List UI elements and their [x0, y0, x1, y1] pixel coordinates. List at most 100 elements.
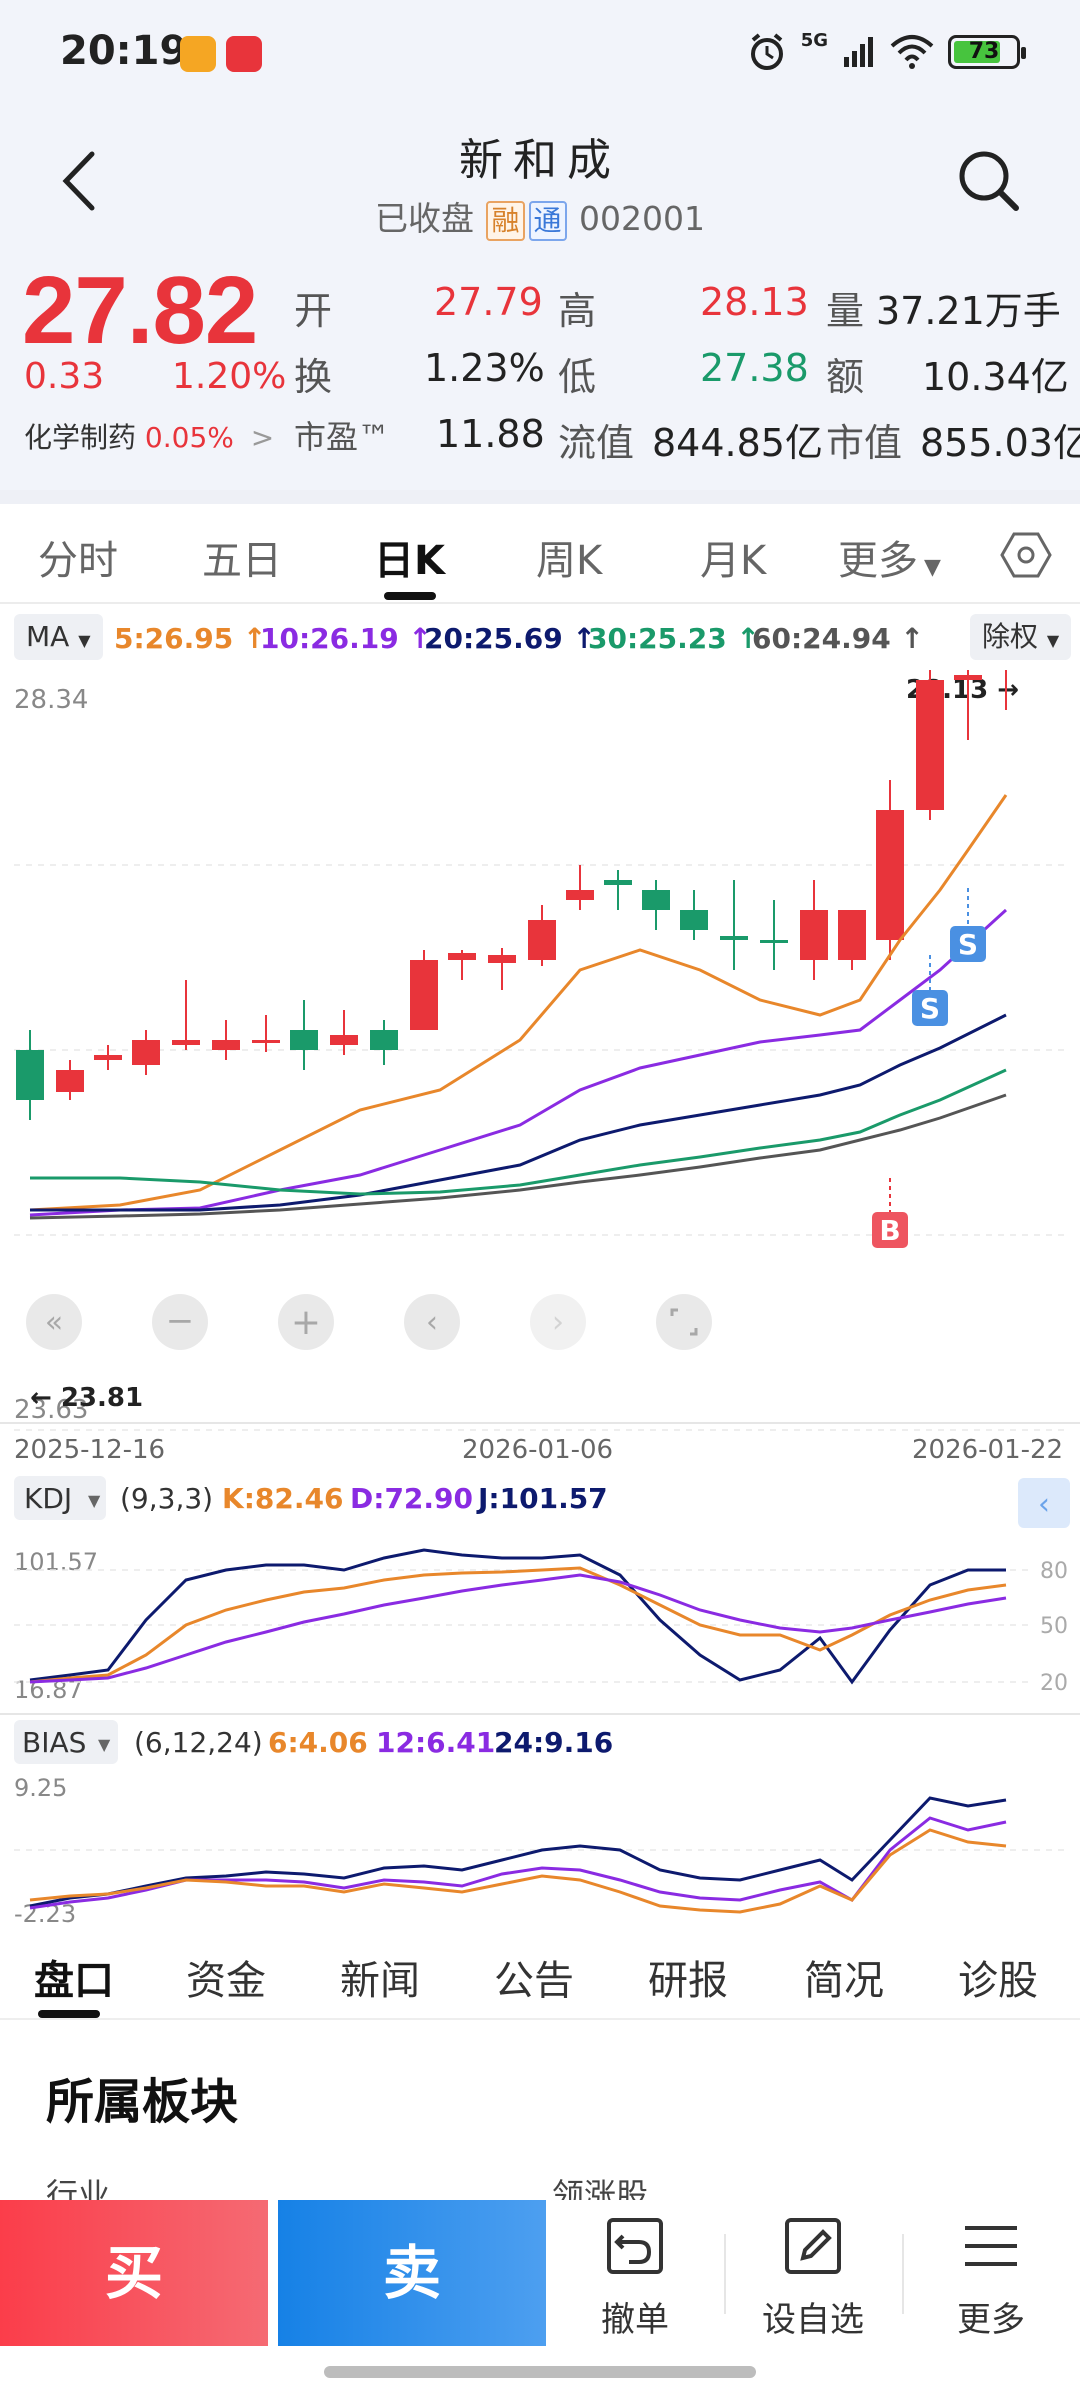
bias-24-value: 24:9.16	[494, 1726, 613, 1759]
chart-settings-icon[interactable]	[1000, 530, 1052, 580]
tab-diagnosis[interactable]: 诊股	[958, 1958, 1038, 2004]
network-label: 5G	[800, 29, 828, 51]
candle-body	[448, 953, 476, 960]
tab-research[interactable]: 研报	[648, 1958, 728, 2004]
ma5-line	[29, 794, 1008, 1212]
ma10-value: 10:26.19 ↑	[260, 622, 432, 655]
search-icon[interactable]	[954, 146, 1024, 216]
battery-icon: 73	[948, 35, 1026, 69]
cancel-order-button[interactable]: 撤单	[550, 2200, 720, 2346]
tab-monthly-k[interactable]: 月K	[700, 538, 767, 584]
tab-more[interactable]: 更多 ▼	[838, 528, 941, 586]
kdj-collapse-button[interactable]: ‹	[1018, 1478, 1070, 1528]
ma-selector-label: MA	[26, 620, 70, 653]
chart-controls: « − + ‹ ›	[26, 1294, 712, 1350]
zoom-in-button[interactable]: +	[278, 1294, 334, 1350]
float-cap-label: 流值	[558, 421, 635, 465]
kdj-selector-label: KDJ	[24, 1482, 72, 1515]
plus-icon: +	[291, 1302, 321, 1343]
candle-body	[566, 890, 594, 900]
candle-body	[212, 1040, 240, 1050]
chevron-right-icon: ›	[552, 1305, 564, 1340]
edit-icon	[785, 2218, 841, 2274]
expand-icon	[670, 1308, 698, 1336]
market-status: 已收盘	[374, 199, 474, 238]
more-button[interactable]: 更多	[906, 2200, 1076, 2346]
wifi-icon	[890, 35, 934, 69]
adjust-selector[interactable]: 除权 ▼	[970, 614, 1072, 660]
bias-12-value: 12:6.41	[376, 1726, 495, 1759]
tab-intraday[interactable]: 分时	[38, 538, 118, 584]
volume-value: 37.21万手	[876, 289, 1061, 333]
kdj-selector[interactable]	[14, 1476, 106, 1520]
signal-icon	[844, 37, 873, 67]
tab-weekly-k[interactable]: 周K	[536, 538, 603, 584]
bias-header: BIAS ▼ (6,12,24) 6:4.06 12:6.41 24:9.16	[14, 1720, 613, 1764]
ma30-line	[30, 1068, 1007, 1196]
detail-tabs: 盘口 资金 新闻 公告 研报 简况 诊股	[0, 1930, 1080, 2020]
chevron-left-icon: ‹	[1038, 1487, 1050, 1522]
low-marker-label: ← 23.81	[30, 1383, 143, 1413]
candle-body	[838, 910, 866, 960]
notification-app-icon	[180, 36, 216, 72]
double-chevron-left-icon: «	[45, 1305, 63, 1340]
kline-chart-area: 28.34 23.63 28.13 → ← 23.81 2025-12-16 2…	[0, 610, 1080, 1930]
caret-down-icon: ▼	[78, 631, 91, 650]
scroll-start-button[interactable]: «	[26, 1294, 82, 1350]
tab-funds[interactable]: 资金	[186, 1958, 266, 2004]
candle-body	[488, 955, 516, 963]
candle-body	[56, 1070, 84, 1092]
amount-label: 额	[826, 355, 865, 399]
sector-pct: 0.05%	[144, 421, 234, 454]
ma20-line	[30, 1013, 1007, 1212]
tab-order-book[interactable]: 盘口	[34, 1958, 114, 2004]
fullscreen-button[interactable]	[656, 1294, 712, 1350]
action-separator	[724, 2234, 726, 2314]
buy-button[interactable]: 买	[0, 2200, 268, 2346]
buy-signal-label: B	[879, 1214, 900, 1247]
ma-legend-row: MA ▼ 5:26.95 ↑ 10:26.19 ↑ 20:25.69 ↑ 30:…	[0, 614, 1080, 666]
kdj-d-line	[29, 1573, 1007, 1684]
sector-link[interactable]: 化学制药 0.05% >	[24, 416, 274, 456]
chevron-left-icon: ‹	[426, 1305, 438, 1340]
tab-announcements[interactable]: 公告	[494, 1958, 574, 2004]
candle-body	[132, 1040, 160, 1065]
kdj-d-value: D:72.90	[350, 1482, 473, 1515]
bias-selector[interactable]	[14, 1720, 118, 1764]
add-watchlist-button[interactable]: 设自选	[728, 2200, 898, 2346]
home-indicator[interactable]	[324, 2366, 756, 2378]
stock-code: 002001	[579, 199, 705, 238]
ma-selector[interactable]: MA ▼	[14, 614, 103, 660]
bias-y-top: 9.25	[14, 1774, 67, 1802]
tab-profile[interactable]: 简况	[804, 1958, 884, 2004]
stock-name: 新和成	[459, 135, 621, 186]
candle-body	[290, 1030, 318, 1050]
candle-body	[680, 910, 708, 930]
action-separator	[902, 2234, 904, 2314]
status-bar: 20:19 5G 73	[0, 0, 1080, 110]
cancel-order-icon	[607, 2218, 663, 2274]
scroll-left-button[interactable]: ‹	[404, 1294, 460, 1350]
arrow-left-icon: ←	[30, 1383, 61, 1413]
sell-signal-1[interactable]: S	[912, 955, 948, 1026]
sell-button[interactable]: 卖	[278, 2200, 546, 2346]
active-tab-underline	[384, 592, 436, 600]
candle-body	[916, 680, 944, 810]
ma60-line	[29, 1093, 1007, 1220]
scroll-right-button[interactable]: ›	[530, 1294, 586, 1350]
tab-news[interactable]: 新闻	[340, 1958, 420, 2004]
buy-signal[interactable]: B	[872, 1178, 908, 1248]
kdj-k-line	[29, 1566, 1007, 1684]
arrow-right-icon: →	[988, 675, 1019, 705]
ma60-value: 60:24.94 ↑	[752, 622, 924, 655]
tab-five-day[interactable]: 五日	[202, 538, 282, 584]
zoom-out-button[interactable]: −	[152, 1294, 208, 1350]
back-arrow-icon[interactable]	[56, 146, 106, 216]
tab-daily-k[interactable]: 日K	[374, 538, 445, 584]
sell-signal-2[interactable]: S	[950, 888, 986, 962]
kline-chart-svg[interactable]: 28.34 23.63 28.13 → ← 23.81 2025-12-16 2…	[0, 610, 1080, 1930]
caret-down-icon: ▼	[1046, 631, 1060, 650]
adjust-label: 除权	[982, 620, 1039, 653]
active-tab-underline	[38, 2010, 100, 2018]
kdj-j-line	[29, 1548, 1006, 1685]
